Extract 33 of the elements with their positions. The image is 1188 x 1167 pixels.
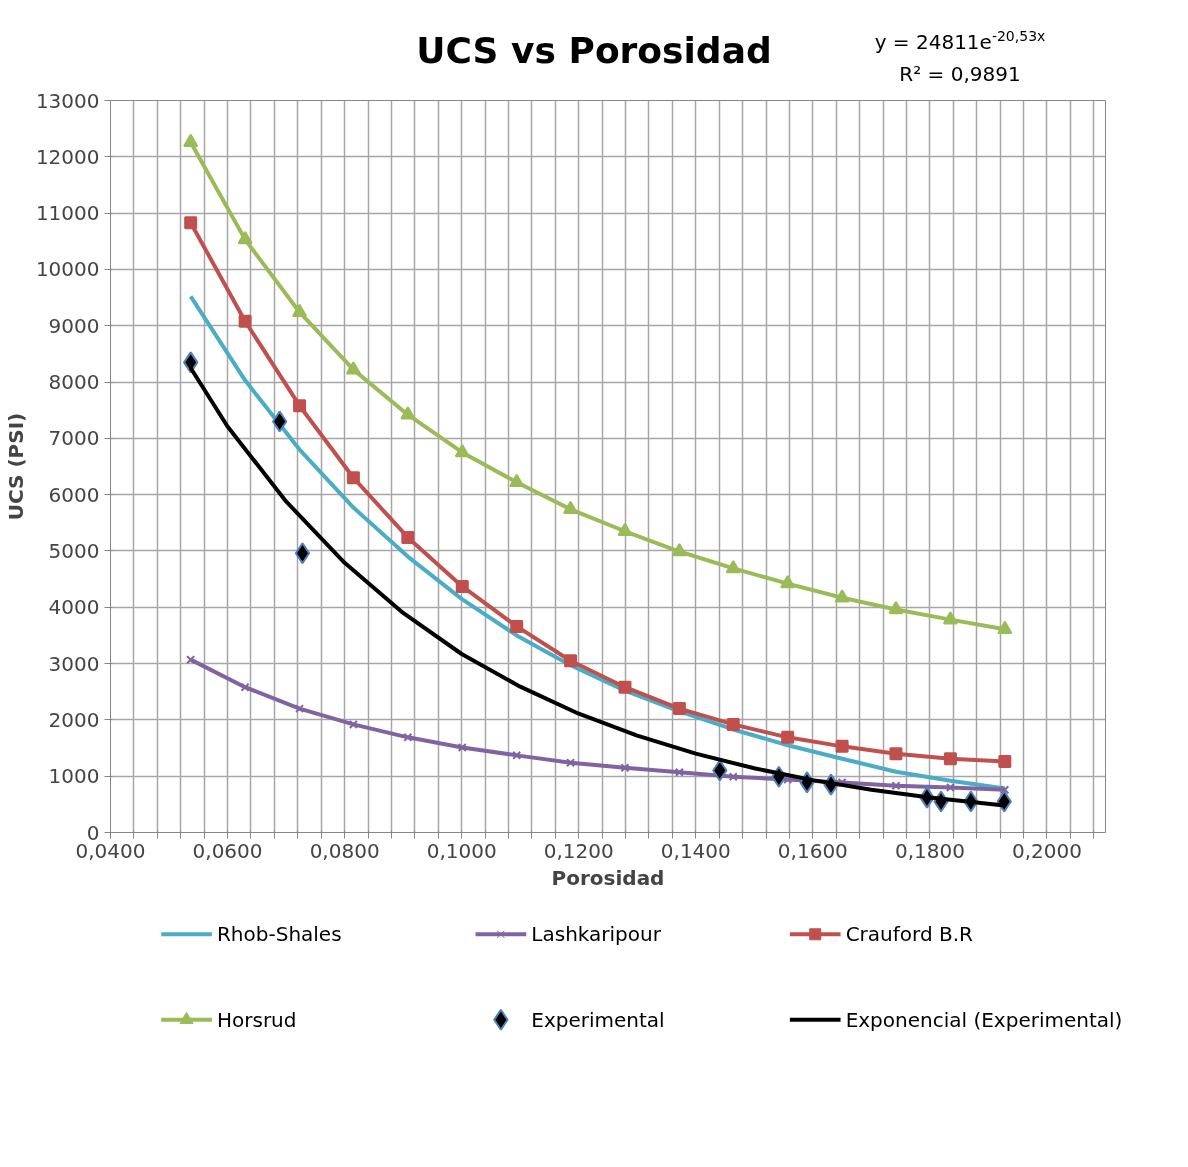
y-tick-label: 11000: [35, 201, 100, 226]
text: y = 24811e$^{-20,53x}$: [874, 28, 1046, 54]
y-tick-label: 6000: [48, 482, 100, 507]
x-tick-label: 0,1200: [543, 838, 614, 863]
legend-label: Rhob-Shales: [216, 922, 342, 947]
y-tick-label: 12000: [35, 144, 100, 169]
text: R² = 0,9891: [899, 61, 1021, 86]
y-tick-label: 5000: [48, 538, 100, 563]
y-tick-label: 2000: [48, 707, 100, 732]
x-tick-label: 0,0800: [309, 838, 380, 863]
legend-label: Horsrud: [216, 1007, 297, 1032]
x-tick-label: 0,2000: [1011, 838, 1082, 863]
y-tick-label: 7000: [48, 426, 100, 451]
y-tick-label: 3000: [48, 651, 100, 676]
legend-label: Experimental: [531, 1007, 665, 1032]
y-tick-label: 1000: [48, 764, 100, 789]
y-tick-label: 9000: [48, 313, 100, 338]
legend-label: Crauford B.R: [845, 922, 974, 947]
x-tick-label: 0,1000: [426, 838, 497, 863]
x-tick-label: 0,1600: [777, 838, 848, 863]
y-tick-label: 10000: [35, 257, 100, 282]
x-tick-label: 0,1800: [894, 838, 965, 863]
x-tick-label: 0,1400: [660, 838, 731, 863]
legend-label: Exponencial (Experimental): [845, 1007, 1123, 1032]
legend-label: Lashkaripour: [531, 922, 662, 947]
y-tick-label: 13000: [35, 88, 100, 113]
x-axis-title: Porosidad: [551, 865, 665, 890]
y-tick-label: 0: [86, 820, 100, 845]
x-tick-label: 0,0600: [192, 838, 263, 863]
y-tick-label: 8000: [48, 370, 100, 395]
y-axis-title: UCS (PSI): [3, 412, 28, 521]
y-tick-label: 4000: [48, 595, 100, 620]
chart-title: UCS vs Porosidad: [416, 30, 772, 71]
